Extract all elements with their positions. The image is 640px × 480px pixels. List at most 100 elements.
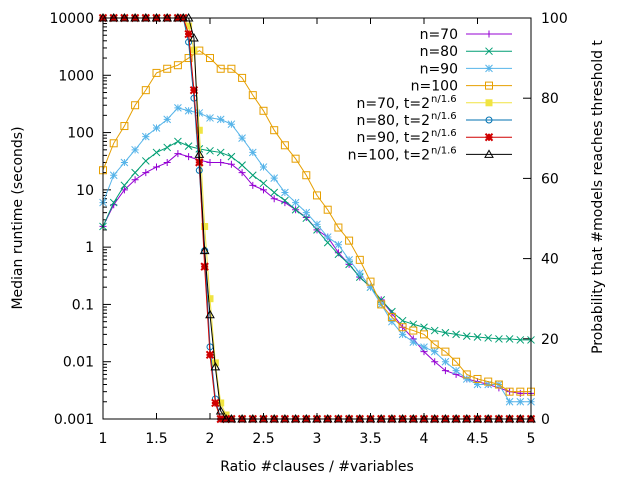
- y-left-tick-label: 10: [76, 183, 94, 199]
- x-tick-label: 3.5: [359, 431, 381, 447]
- data-point: [398, 316, 407, 325]
- data-point: [163, 64, 172, 73]
- data-point: [452, 366, 460, 375]
- y-left-tick-label: 1000: [58, 68, 94, 84]
- data-point: [302, 208, 311, 217]
- data-point: [189, 33, 199, 42]
- data-point: [420, 343, 428, 351]
- data-point: [216, 148, 225, 157]
- data-point: [366, 277, 375, 286]
- data-point: [248, 171, 257, 180]
- data-point: [355, 269, 364, 278]
- data-point: [270, 174, 279, 183]
- data-point: [377, 300, 386, 309]
- data-point: [152, 68, 161, 77]
- data-point: [409, 326, 418, 335]
- x-tick-label: 1: [99, 431, 108, 447]
- data-point: [281, 196, 289, 205]
- plot-frame: [102, 17, 532, 420]
- data-point: [238, 169, 246, 177]
- data-point: [185, 22, 193, 30]
- legend-entry: n=80: [420, 44, 512, 60]
- data-point: [152, 124, 161, 132]
- data-point: [216, 115, 225, 124]
- data-point: [270, 195, 278, 203]
- legend-label: n=80: [420, 44, 458, 60]
- x-tick-label: 3: [313, 431, 322, 447]
- data-point: [190, 46, 198, 54]
- legend-swatch-marker: [484, 149, 494, 158]
- data-point: [141, 157, 150, 165]
- data-point: [420, 323, 428, 332]
- data-point: [430, 347, 439, 356]
- data-point: [516, 387, 525, 396]
- data-point: [206, 114, 214, 122]
- data-point: [186, 32, 191, 37]
- data-point: [516, 336, 525, 344]
- data-point: [152, 148, 161, 157]
- data-point: [388, 317, 396, 326]
- data-point: [109, 139, 118, 148]
- legend-swatch-marker: [485, 47, 493, 56]
- legend-swatch-marker: [485, 64, 493, 73]
- data-point: [206, 159, 214, 167]
- data-point: [420, 330, 428, 339]
- legend-entry: n=80, t=2 n/1.6: [357, 111, 512, 129]
- data-point: [398, 330, 407, 339]
- x-tick-label: 1.5: [145, 431, 167, 447]
- data-point: [473, 380, 482, 389]
- series-n-80: [99, 137, 535, 344]
- data-point: [334, 250, 343, 259]
- data-point: [494, 380, 503, 389]
- data-point: [217, 159, 225, 167]
- legend-entry: n=90, t=2 n/1.6: [357, 128, 512, 146]
- legend-entry: n=100: [411, 79, 512, 95]
- data-point: [291, 205, 300, 214]
- data-point: [227, 152, 236, 161]
- y-axis-title-left: Median runtime (seconds): [10, 126, 26, 309]
- data-point: [238, 73, 247, 82]
- legend-label: n=90, t=2: [357, 130, 430, 146]
- data-point: [516, 389, 524, 397]
- data-point: [334, 223, 343, 232]
- data-point: [387, 313, 396, 322]
- data-point: [120, 158, 129, 167]
- legend-label: n=70: [420, 27, 458, 43]
- data-point: [323, 233, 332, 241]
- data-point: [142, 169, 150, 177]
- data-point: [398, 323, 407, 332]
- data-point: [238, 161, 246, 169]
- data-point: [505, 397, 514, 406]
- data-point: [248, 148, 257, 157]
- data-point: [452, 357, 461, 366]
- legend-label: n=80, t=2: [357, 113, 430, 129]
- data-point: [473, 333, 482, 341]
- data-point: [153, 163, 160, 171]
- y-axis-title-right: Probability that #models reaches thresho…: [590, 40, 606, 354]
- data-point: [495, 335, 503, 343]
- data-point: [516, 397, 525, 406]
- data-point: [441, 367, 449, 375]
- data-point: [505, 335, 514, 343]
- data-point: [345, 255, 353, 264]
- legend-entry: n=70, t=2 n/1.6: [357, 94, 512, 112]
- data-point: [185, 153, 193, 161]
- data-point: [184, 142, 193, 150]
- legend-superscript: n/1.6: [431, 128, 457, 139]
- data-point: [217, 399, 225, 407]
- data-point: [291, 198, 300, 207]
- data-point: [201, 223, 209, 231]
- data-point: [195, 126, 203, 134]
- data-point: [259, 179, 268, 188]
- data-point: [206, 54, 214, 63]
- data-point: [131, 145, 139, 154]
- data-point: [323, 238, 332, 247]
- y-left-tick-label: 100: [67, 126, 94, 142]
- data-point: [431, 358, 439, 366]
- legend-swatch-marker: [487, 135, 491, 140]
- y-left-tick-label: 10000: [49, 11, 94, 27]
- data-point: [366, 283, 375, 292]
- y-right-tick-label: 80: [541, 91, 559, 107]
- data-point: [141, 132, 150, 141]
- data-point: [291, 154, 300, 163]
